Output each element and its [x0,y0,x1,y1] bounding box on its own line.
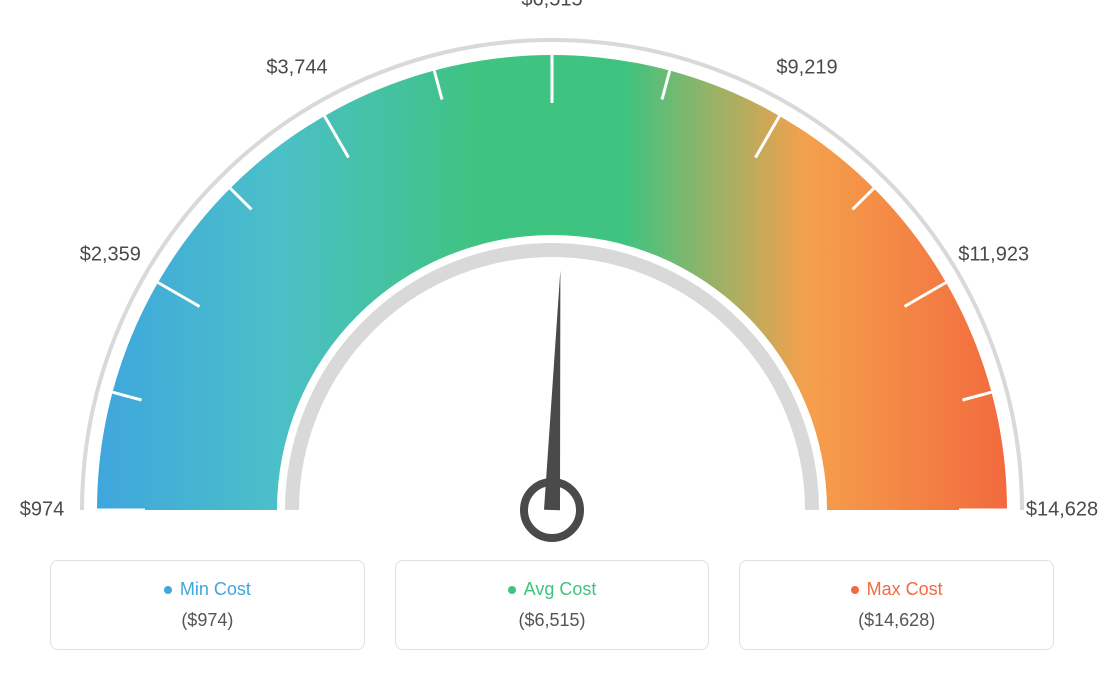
scale-label: $9,219 [776,57,837,80]
legend-card-max: Max Cost ($14,628) [739,560,1054,650]
legend-title-text-avg: Avg Cost [524,579,597,600]
legend-title-text-max: Max Cost [867,579,943,600]
scale-label: $974 [20,499,65,522]
legend-title-max: Max Cost [750,579,1043,600]
legend-card-min: Min Cost ($974) [50,560,365,650]
scale-label: $14,628 [1026,499,1098,522]
scale-label: $6,515 [521,0,582,12]
scale-label: $3,744 [266,57,327,80]
legend-title-text-min: Min Cost [180,579,251,600]
legend-card-avg: Avg Cost ($6,515) [395,560,710,650]
legend-row: Min Cost ($974) Avg Cost ($6,515) Max Co… [50,560,1054,650]
legend-dot-avg [508,586,516,594]
cost-gauge-widget: $974 $2,359 $3,744 $6,515 $9,219 $11,923 $14,6… [0,0,1104,690]
gauge-svg [0,0,1104,560]
legend-dot-min [164,586,172,594]
scale-label: $2,359 [80,244,141,267]
legend-title-avg: Avg Cost [406,579,699,600]
scale-label: $11,923 [958,244,1029,267]
legend-value-min: ($974) [61,610,354,631]
legend-value-avg: ($6,515) [406,610,699,631]
legend-dot-max [851,586,859,594]
gauge-chart: $974 $2,359 $3,744 $6,515 $9,219 $11,923 $14,6… [0,0,1104,560]
legend-title-min: Min Cost [61,579,354,600]
legend-value-max: ($14,628) [750,610,1043,631]
